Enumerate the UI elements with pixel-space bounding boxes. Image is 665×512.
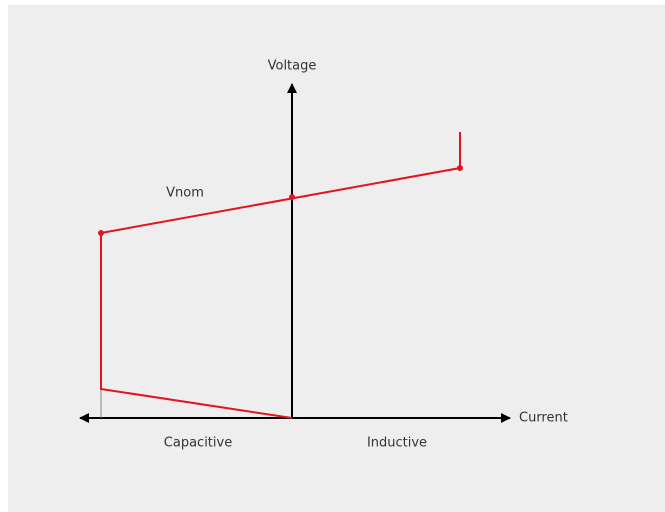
- x-axis-label: Current: [519, 411, 568, 426]
- point: [457, 165, 463, 171]
- point: [289, 194, 295, 200]
- region-label: Capacitive: [164, 436, 232, 451]
- background: [8, 5, 665, 512]
- nominal-label: Vnom: [166, 186, 204, 201]
- region-label: Inductive: [367, 436, 427, 451]
- y-axis-label: Voltage: [268, 59, 317, 74]
- point: [98, 230, 104, 236]
